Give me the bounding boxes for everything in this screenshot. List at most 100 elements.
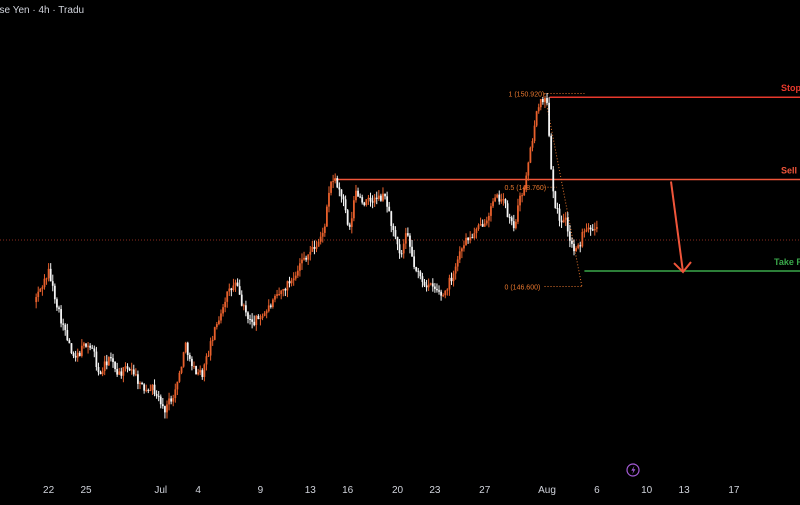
candle-body bbox=[188, 355, 191, 359]
candle-body bbox=[242, 305, 245, 307]
candle-body bbox=[47, 268, 50, 279]
candle-body bbox=[85, 343, 87, 347]
candle-body bbox=[159, 396, 162, 405]
candle-body bbox=[166, 404, 168, 413]
candle-body bbox=[568, 231, 571, 241]
candle-body bbox=[232, 285, 235, 291]
candle-body bbox=[107, 357, 110, 366]
candle-body bbox=[411, 246, 413, 257]
fib-label-0: 0 (146.600) bbox=[505, 285, 541, 292]
x-tick-label: 13 bbox=[305, 485, 317, 496]
candle-body bbox=[267, 305, 270, 312]
candle-body bbox=[118, 371, 121, 375]
candle-body bbox=[124, 366, 127, 368]
candle-body bbox=[458, 251, 461, 260]
candle-body bbox=[463, 245, 465, 249]
candle-body bbox=[184, 342, 187, 353]
candle-body bbox=[390, 211, 393, 226]
target-arrow[interactable] bbox=[670, 181, 692, 274]
candle-body bbox=[369, 197, 372, 202]
candle-body bbox=[110, 357, 112, 359]
candle-body bbox=[388, 206, 391, 212]
x-tick-label: 20 bbox=[392, 485, 404, 496]
fibonacci-retracement[interactable]: 1 (150.920) 0.5 (148.760) 0 (146.600) bbox=[505, 92, 585, 292]
candle-body bbox=[365, 199, 368, 206]
candle-body bbox=[157, 395, 160, 397]
candle-body bbox=[51, 281, 54, 286]
candle-body bbox=[203, 364, 206, 377]
candle-body bbox=[377, 195, 380, 200]
candle-body bbox=[404, 233, 407, 244]
candle-body bbox=[469, 237, 472, 241]
candle-body bbox=[514, 221, 517, 229]
candle-body bbox=[180, 366, 183, 373]
x-tick-label: 9 bbox=[258, 485, 264, 496]
candle-body bbox=[178, 372, 181, 382]
candle-body bbox=[45, 278, 48, 280]
candle-body bbox=[207, 355, 210, 357]
candle-body bbox=[577, 245, 580, 249]
candle-body bbox=[153, 384, 156, 395]
candle-body bbox=[413, 256, 416, 267]
candle-body bbox=[409, 235, 411, 247]
candle-body bbox=[313, 246, 316, 249]
candle-body bbox=[400, 253, 403, 255]
lightning-icon[interactable] bbox=[626, 463, 640, 477]
candle-body bbox=[228, 288, 231, 292]
candle-body bbox=[174, 389, 177, 399]
candles-layer bbox=[35, 92, 598, 419]
candle-body bbox=[101, 371, 104, 375]
candle-body bbox=[429, 283, 432, 285]
candle-body bbox=[290, 280, 293, 284]
candle-body bbox=[321, 232, 324, 237]
candle-body bbox=[145, 389, 148, 391]
candle-body bbox=[213, 327, 216, 340]
candle-body bbox=[564, 217, 567, 220]
candle-body bbox=[259, 317, 262, 320]
candle-body bbox=[512, 221, 515, 229]
candle-body bbox=[433, 286, 436, 289]
candle-body bbox=[556, 208, 559, 210]
candle-body bbox=[97, 366, 100, 373]
candle-body bbox=[550, 135, 553, 170]
candle-body bbox=[375, 197, 378, 200]
candle-body bbox=[379, 195, 382, 201]
candle-body bbox=[340, 189, 343, 197]
candle-body bbox=[487, 215, 490, 221]
candle-body bbox=[423, 281, 426, 286]
candle-body bbox=[272, 299, 274, 307]
candle-body bbox=[274, 295, 276, 300]
candle-body bbox=[533, 125, 536, 142]
candle-body bbox=[581, 232, 584, 247]
candle-body bbox=[309, 251, 312, 255]
candle-body bbox=[95, 351, 98, 367]
candle-body bbox=[352, 200, 355, 219]
candle-body bbox=[355, 190, 357, 201]
candle-body bbox=[236, 282, 239, 287]
candle-body bbox=[80, 345, 83, 356]
candle-body bbox=[396, 236, 399, 245]
candle-body bbox=[155, 394, 158, 396]
candle-body bbox=[477, 225, 480, 230]
candle-body bbox=[367, 197, 370, 200]
candle-body bbox=[70, 343, 73, 354]
candle-body bbox=[269, 305, 272, 307]
candle-body bbox=[164, 406, 166, 413]
candle-body bbox=[361, 197, 364, 203]
candle-body bbox=[498, 194, 501, 202]
candle-body bbox=[53, 285, 56, 300]
candle-body bbox=[105, 361, 108, 366]
candle-body bbox=[114, 361, 116, 370]
candle-body bbox=[315, 246, 318, 249]
candle-body bbox=[467, 237, 470, 241]
candle-body bbox=[494, 197, 497, 202]
candle-body bbox=[305, 257, 308, 260]
candle-body bbox=[288, 281, 291, 284]
candle-body bbox=[479, 224, 482, 226]
candle-body bbox=[595, 227, 598, 229]
candle-body bbox=[122, 367, 125, 376]
candle-body bbox=[392, 225, 395, 231]
candle-body bbox=[205, 356, 208, 365]
